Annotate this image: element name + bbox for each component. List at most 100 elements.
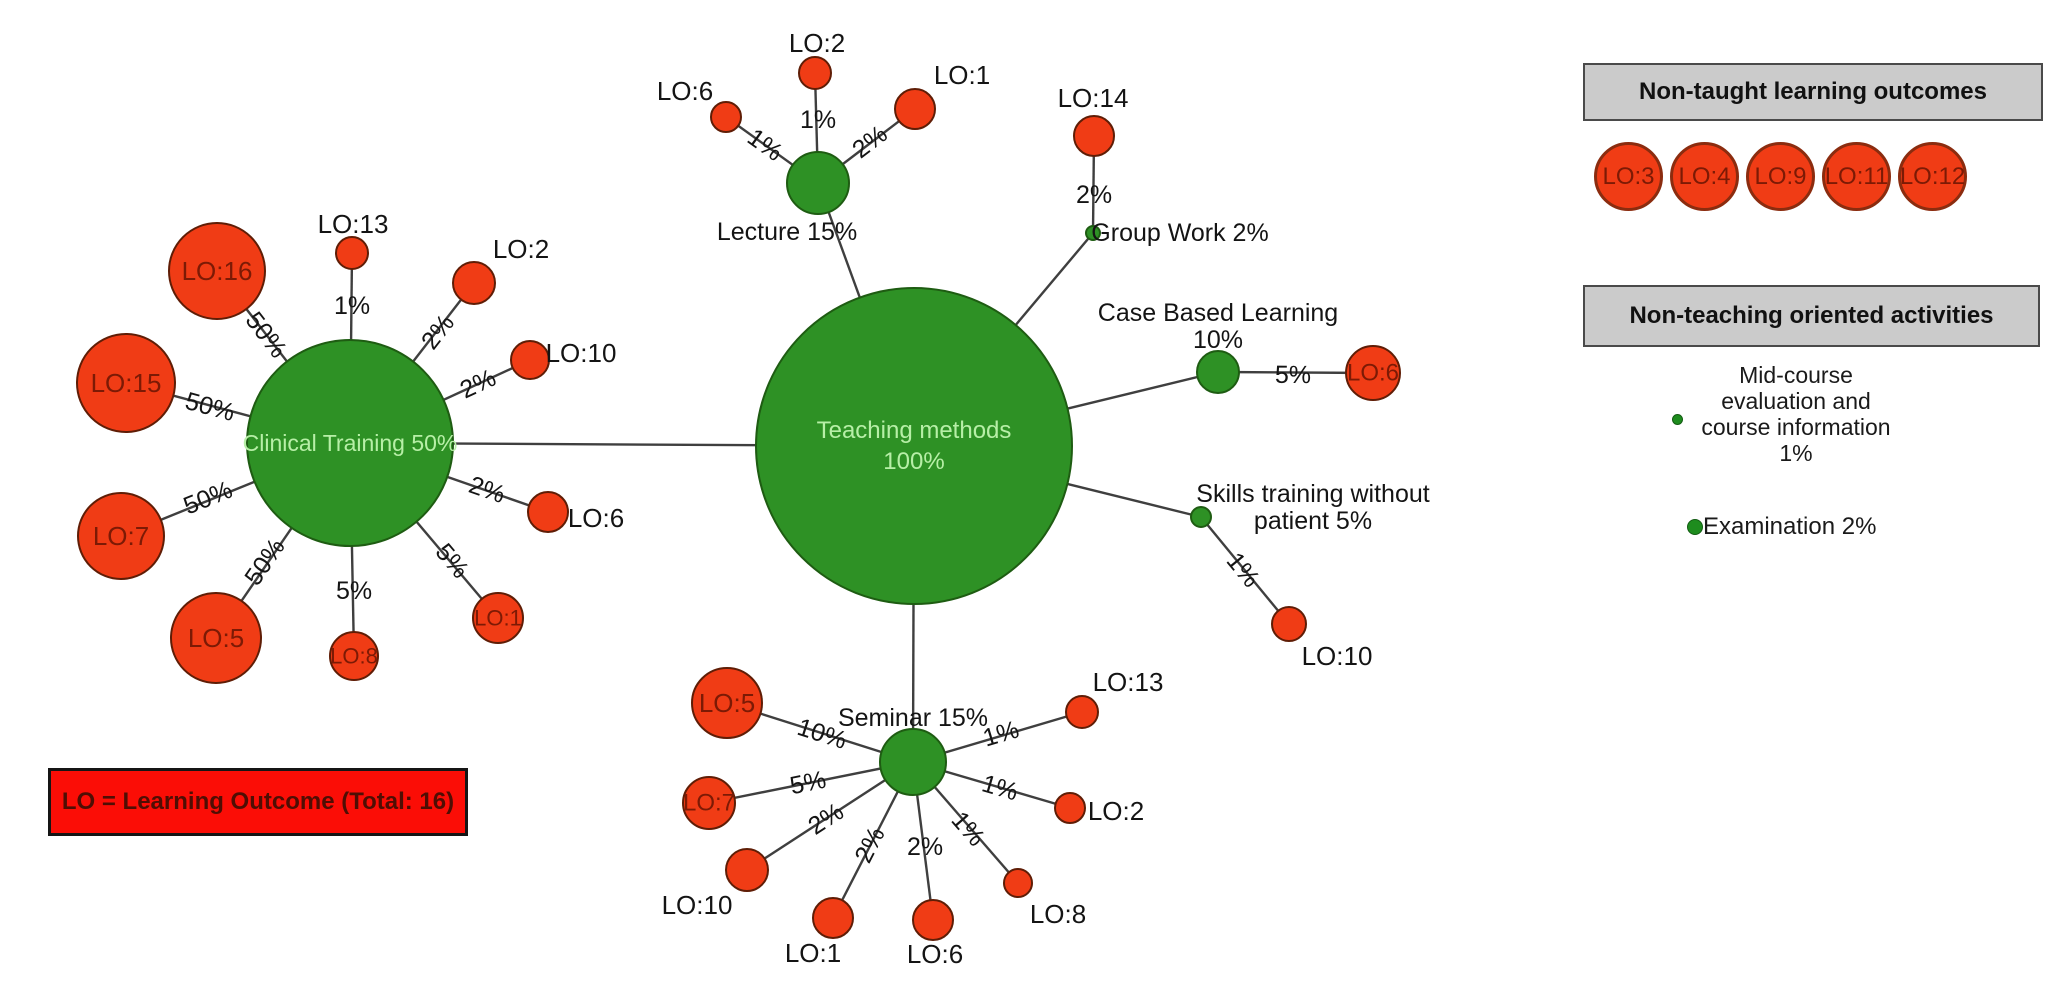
node-lo1c-circle xyxy=(472,592,524,644)
node-lo10c-circle xyxy=(510,340,550,380)
edge-label-clinical-lo7c: 50% xyxy=(180,476,237,521)
legend-outcome-label: LO:9 xyxy=(1754,162,1807,190)
legend-outcome-circle-lo12: LO:12 xyxy=(1898,142,1967,211)
node-label-lo1s: LO:1 xyxy=(785,938,841,968)
node-label-clinical: Clinical Training 50% xyxy=(243,430,458,456)
node-label-lo5s: LO:5 xyxy=(699,688,755,718)
node-lo7s-circle xyxy=(682,776,736,830)
legend-outcome-circle-lo9: LO:9 xyxy=(1746,142,1815,211)
edge-label-seminar-lo2s: 1% xyxy=(979,769,1022,806)
legend-activity-examination-label: Examination 2% xyxy=(1703,513,1877,540)
node-label-lo1c: LO:1 xyxy=(474,606,522,631)
node-lo8c-circle xyxy=(329,631,379,681)
node-label-lo2l: LO:2 xyxy=(789,28,845,58)
legend-outcome-label: LO:3 xyxy=(1602,162,1655,190)
edge-label-seminar-lo6s: 2% xyxy=(907,833,943,861)
legend-outcome-label: LO:4 xyxy=(1678,162,1731,190)
node-label-lo5c: LO:5 xyxy=(188,623,244,653)
node-lo6l-circle xyxy=(710,101,742,133)
node-clinical-circle xyxy=(246,339,454,547)
edge-seminar-lo7s xyxy=(708,760,914,805)
node-label-lo6c: LO:6 xyxy=(568,503,624,533)
legend-outcome-label: LO:12 xyxy=(1899,162,1966,190)
node-lo14g-circle xyxy=(1073,115,1115,157)
node-label-lo10s: LO:10 xyxy=(662,890,733,920)
node-label-lo13c: LO:13 xyxy=(318,209,389,239)
node-seminar-circle xyxy=(879,728,947,796)
node-label-lo6cb: LO:6 xyxy=(1347,360,1399,387)
node-teaching-circle xyxy=(755,287,1073,605)
edge-label-clinical-lo8c: 5% xyxy=(336,577,372,605)
node-label-lo15c: LO:15 xyxy=(91,368,162,398)
node-label-lo8c: LO:8 xyxy=(330,644,378,669)
edge-label-clinical-lo10c: 2% xyxy=(456,364,501,405)
green-dot-icon xyxy=(1672,413,1683,425)
edge-label-cbl-lo6cb: 5% xyxy=(1275,361,1311,389)
legend-outcome-circle-lo11: LO:11 xyxy=(1822,142,1891,211)
node-label-lo7c: LO:7 xyxy=(93,521,149,551)
edge-label-clinical-lo16c: 50% xyxy=(240,307,293,364)
node-label-lo14g: LO:14 xyxy=(1058,83,1129,113)
node-label-lo13s: LO:13 xyxy=(1093,667,1164,697)
node-label-lo6l: LO:6 xyxy=(657,76,713,106)
edge-skills-lo10sk xyxy=(1200,516,1290,625)
node-lo2l-circle xyxy=(798,56,832,90)
node-label-cbl: Case Based Learning 10% xyxy=(1098,299,1338,354)
node-lo6s-circle xyxy=(912,899,954,941)
edge-label-seminar-lo1s: 2% xyxy=(849,823,890,868)
node-lecture-circle xyxy=(786,151,850,215)
node-lo1s-circle xyxy=(812,897,854,939)
footnote-text: LO = Learning Outcome (Total: 16) xyxy=(61,788,455,815)
node-lo8s-circle xyxy=(1003,868,1033,898)
edge-label-lecture-lo2l: 1% xyxy=(800,106,836,134)
node-label-lo10c: LO:10 xyxy=(546,338,617,368)
edge-label-clinical-lo13c: 1% xyxy=(334,292,370,320)
legend-activity-examination: Examination 2% xyxy=(1687,513,1876,541)
node-lo5c-circle xyxy=(170,592,262,684)
node-lo1l-circle xyxy=(894,88,936,130)
legend-outcome-label: LO:11 xyxy=(1824,162,1889,190)
legend-activity-midcourse: Mid-course evaluation and course informa… xyxy=(1672,362,1901,466)
node-label-lo2c: LO:2 xyxy=(493,234,549,264)
node-label-seminar: Seminar 15% xyxy=(838,704,988,732)
node-groupwork-circle xyxy=(1085,225,1101,241)
edge-label-clinical-lo6c: 2% xyxy=(465,471,508,509)
edge-label-lecture-lo6l: 1% xyxy=(742,123,788,167)
node-lo10sk-circle xyxy=(1271,606,1307,642)
node-label-teaching: Teaching methods 100% xyxy=(817,417,1012,475)
node-lo5s-circle xyxy=(691,667,763,739)
node-lo13s-circle xyxy=(1065,695,1099,729)
node-label-groupwork: Group Work 2% xyxy=(1091,219,1268,247)
node-lo2c-circle xyxy=(452,261,496,305)
legend-outcome-circle-lo4: LO:4 xyxy=(1670,142,1739,211)
legend-non-taught-circles: LO:3 LO:4 LO:9 LO:11 LO:12 xyxy=(1594,142,1967,211)
legend-non-taught-title: Non-taught learning outcomes xyxy=(1639,78,1987,105)
node-lo16c-circle xyxy=(168,222,266,320)
edge-label-lecture-lo1l: 2% xyxy=(847,120,893,164)
legend-activity-midcourse-label: Mid-course evaluation and course informa… xyxy=(1701,362,1891,466)
edge-label-seminar-lo7s: 5% xyxy=(788,766,829,801)
node-lo6cb-circle xyxy=(1345,345,1401,401)
node-lo2s-circle xyxy=(1054,792,1086,824)
node-lo6c-circle xyxy=(527,491,569,533)
legend-non-taught-box: Non-taught learning outcomes xyxy=(1583,63,2043,121)
edge-label-groupwork-lo14g: 2% xyxy=(1076,181,1112,209)
node-cbl-circle xyxy=(1196,350,1240,394)
edge-label-seminar-lo10s: 2% xyxy=(803,797,849,840)
node-lo7c-circle xyxy=(77,492,165,580)
footnote-box: LO = Learning Outcome (Total: 16) xyxy=(48,768,468,836)
legend-activities-title: Non-teaching oriented activities xyxy=(1629,302,1994,329)
node-lo13c-circle xyxy=(335,236,369,270)
node-label-lo6s: LO:6 xyxy=(907,939,963,969)
node-label-lo2s: LO:2 xyxy=(1088,796,1144,826)
node-skills-circle xyxy=(1190,506,1212,528)
node-label-lo7s: LO:7 xyxy=(683,790,735,817)
green-dot-icon xyxy=(1687,519,1703,535)
node-label-skills: Skills training without patient 5% xyxy=(1196,480,1429,535)
node-label-lo16c: LO:16 xyxy=(182,256,253,286)
edge-label-clinical-lo15c: 50% xyxy=(182,387,238,427)
legend-activities-box: Non-teaching oriented activities xyxy=(1583,285,2040,347)
node-label-lo8s: LO:8 xyxy=(1030,899,1086,929)
